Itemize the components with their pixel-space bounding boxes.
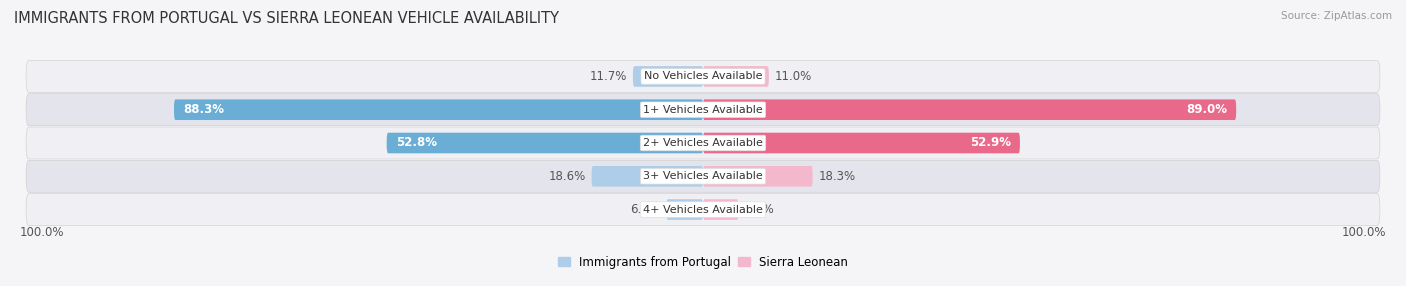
FancyBboxPatch shape [592,166,703,186]
Text: 89.0%: 89.0% [1187,103,1227,116]
FancyBboxPatch shape [27,160,1379,192]
Text: IMMIGRANTS FROM PORTUGAL VS SIERRA LEONEAN VEHICLE AVAILABILITY: IMMIGRANTS FROM PORTUGAL VS SIERRA LEONE… [14,11,560,26]
Text: Source: ZipAtlas.com: Source: ZipAtlas.com [1281,11,1392,21]
Text: 11.7%: 11.7% [589,70,627,83]
FancyBboxPatch shape [703,166,813,186]
FancyBboxPatch shape [27,60,1379,92]
Text: 3+ Vehicles Available: 3+ Vehicles Available [643,171,763,181]
FancyBboxPatch shape [633,66,703,87]
Text: 1+ Vehicles Available: 1+ Vehicles Available [643,105,763,115]
FancyBboxPatch shape [703,199,738,220]
Text: 52.8%: 52.8% [395,136,437,150]
FancyBboxPatch shape [703,100,1236,120]
Text: 5.9%: 5.9% [744,203,775,216]
FancyBboxPatch shape [703,66,769,87]
Text: 18.3%: 18.3% [818,170,856,183]
FancyBboxPatch shape [666,199,703,220]
Text: 100.0%: 100.0% [1341,226,1386,239]
FancyBboxPatch shape [27,194,1379,226]
Text: 52.9%: 52.9% [970,136,1011,150]
Text: 11.0%: 11.0% [775,70,813,83]
FancyBboxPatch shape [387,133,703,153]
Text: 4+ Vehicles Available: 4+ Vehicles Available [643,204,763,214]
Text: 2+ Vehicles Available: 2+ Vehicles Available [643,138,763,148]
Text: 6.1%: 6.1% [630,203,661,216]
FancyBboxPatch shape [27,94,1379,126]
Text: 18.6%: 18.6% [548,170,585,183]
FancyBboxPatch shape [174,100,703,120]
Text: 100.0%: 100.0% [20,226,65,239]
Text: 88.3%: 88.3% [183,103,224,116]
FancyBboxPatch shape [703,133,1019,153]
Legend: Immigrants from Portugal, Sierra Leonean: Immigrants from Portugal, Sierra Leonean [558,256,848,269]
FancyBboxPatch shape [27,127,1379,159]
Text: No Vehicles Available: No Vehicles Available [644,72,762,82]
